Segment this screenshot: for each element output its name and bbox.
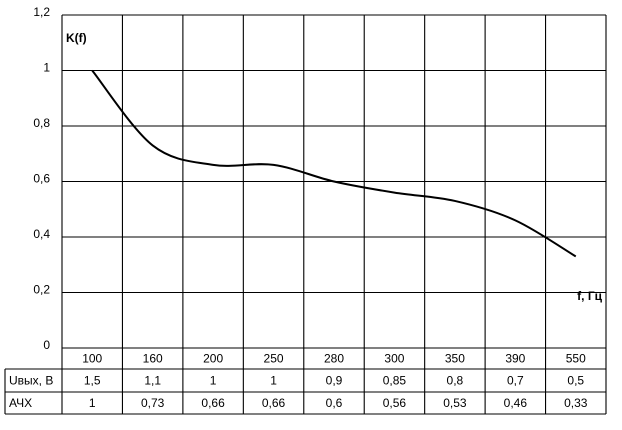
table-cell: 1 <box>270 374 277 388</box>
y-tick-label: 0 <box>43 338 50 352</box>
y-tick-label: 0,6 <box>33 172 50 186</box>
x-tick-label: 350 <box>445 352 465 366</box>
x-tick-label: 200 <box>203 352 223 366</box>
y-tick-label: 1 <box>43 61 50 75</box>
y-tick-label: 0,4 <box>33 227 50 241</box>
table-cell: 0,73 <box>141 396 165 410</box>
row-label: Uвых, В <box>9 374 53 388</box>
row-label: АЧХ <box>9 396 32 410</box>
x-axis-label: f, Гц <box>577 289 602 303</box>
table-cell: 0,53 <box>443 396 467 410</box>
x-tick-label: 300 <box>384 352 404 366</box>
table-cell: 0,66 <box>201 396 225 410</box>
curve <box>91 69 577 258</box>
table-cell: 0,33 <box>564 396 588 410</box>
table-cell: 0,66 <box>262 396 286 410</box>
table-cell: 0,9 <box>326 374 343 388</box>
x-tick-label: 390 <box>505 352 525 366</box>
table-cell: 1 <box>210 374 217 388</box>
table-cell: 0,5 <box>567 374 584 388</box>
y-tick-label: 0,8 <box>33 116 50 130</box>
x-tick-label: 250 <box>264 352 284 366</box>
x-tick-label: 100 <box>82 352 102 366</box>
table-cell: 0,46 <box>504 396 528 410</box>
table-cell: 0,85 <box>383 374 407 388</box>
y-axis-label: K(f) <box>66 31 87 45</box>
table-cell: 1,1 <box>144 374 161 388</box>
table-cell: 0,6 <box>326 396 343 410</box>
table-cell: 1,5 <box>84 374 101 388</box>
y-tick-label: 0,2 <box>33 283 50 297</box>
table-cell: 0,8 <box>447 374 464 388</box>
table-cell: 0,7 <box>507 374 524 388</box>
x-tick-label: 550 <box>566 352 586 366</box>
y-tick-label: 1,2 <box>33 5 50 19</box>
table-cell: 0,56 <box>383 396 407 410</box>
table-cell: 1 <box>89 396 96 410</box>
x-tick-label: 160 <box>143 352 163 366</box>
x-tick-label: 280 <box>324 352 344 366</box>
